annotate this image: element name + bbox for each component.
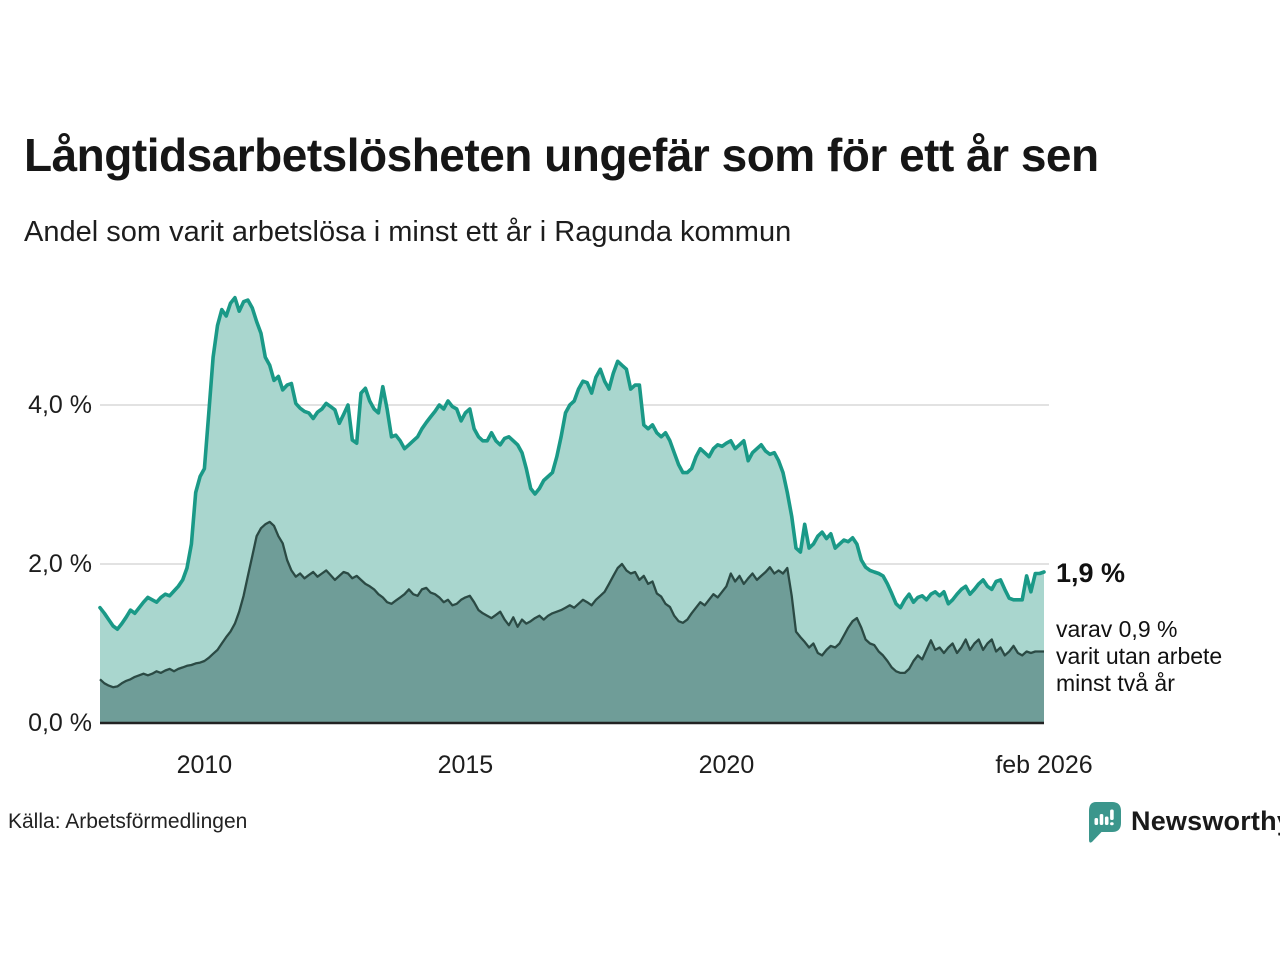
- end-value-label: 1,9 %: [1056, 558, 1126, 588]
- x-tick-label: 2010: [176, 751, 233, 779]
- newsworthy-logo: Newsworthy: [1086, 801, 1280, 845]
- x-tick-label: feb 2026: [995, 751, 1093, 779]
- sublabel-line: varit utan arbete: [1056, 643, 1223, 669]
- x-tick-label: 2015: [437, 751, 494, 779]
- page-subtitle: Andel som varit arbetslösa i minst ett å…: [24, 216, 792, 248]
- end-value-sublabel: varav 0,9 % varit utan arbete minst två …: [1056, 616, 1222, 697]
- source-credit: Källa: Arbetsförmedlingen: [8, 810, 248, 833]
- sublabel-line: varav 0,9 %: [1056, 616, 1178, 642]
- page-title: Långtidsarbetslösheten ungefär som för e…: [24, 129, 1099, 181]
- brand-wordmark: Newsworthy: [1131, 806, 1280, 836]
- y-tick-label: 0,0 %: [28, 709, 92, 737]
- sublabel-line: minst två år: [1056, 670, 1175, 696]
- line-unemployed-1yr: [98, 295, 1046, 631]
- y-tick-label: 2,0 %: [28, 550, 92, 578]
- y-tick-label: 4,0 %: [28, 391, 92, 419]
- area-unemployed-2yr: [100, 521, 1044, 723]
- line-unemployed-2yr: [99, 520, 1044, 689]
- bar-chart-speech-bubble-icon: [1089, 802, 1121, 843]
- x-tick-label: 2020: [698, 751, 755, 779]
